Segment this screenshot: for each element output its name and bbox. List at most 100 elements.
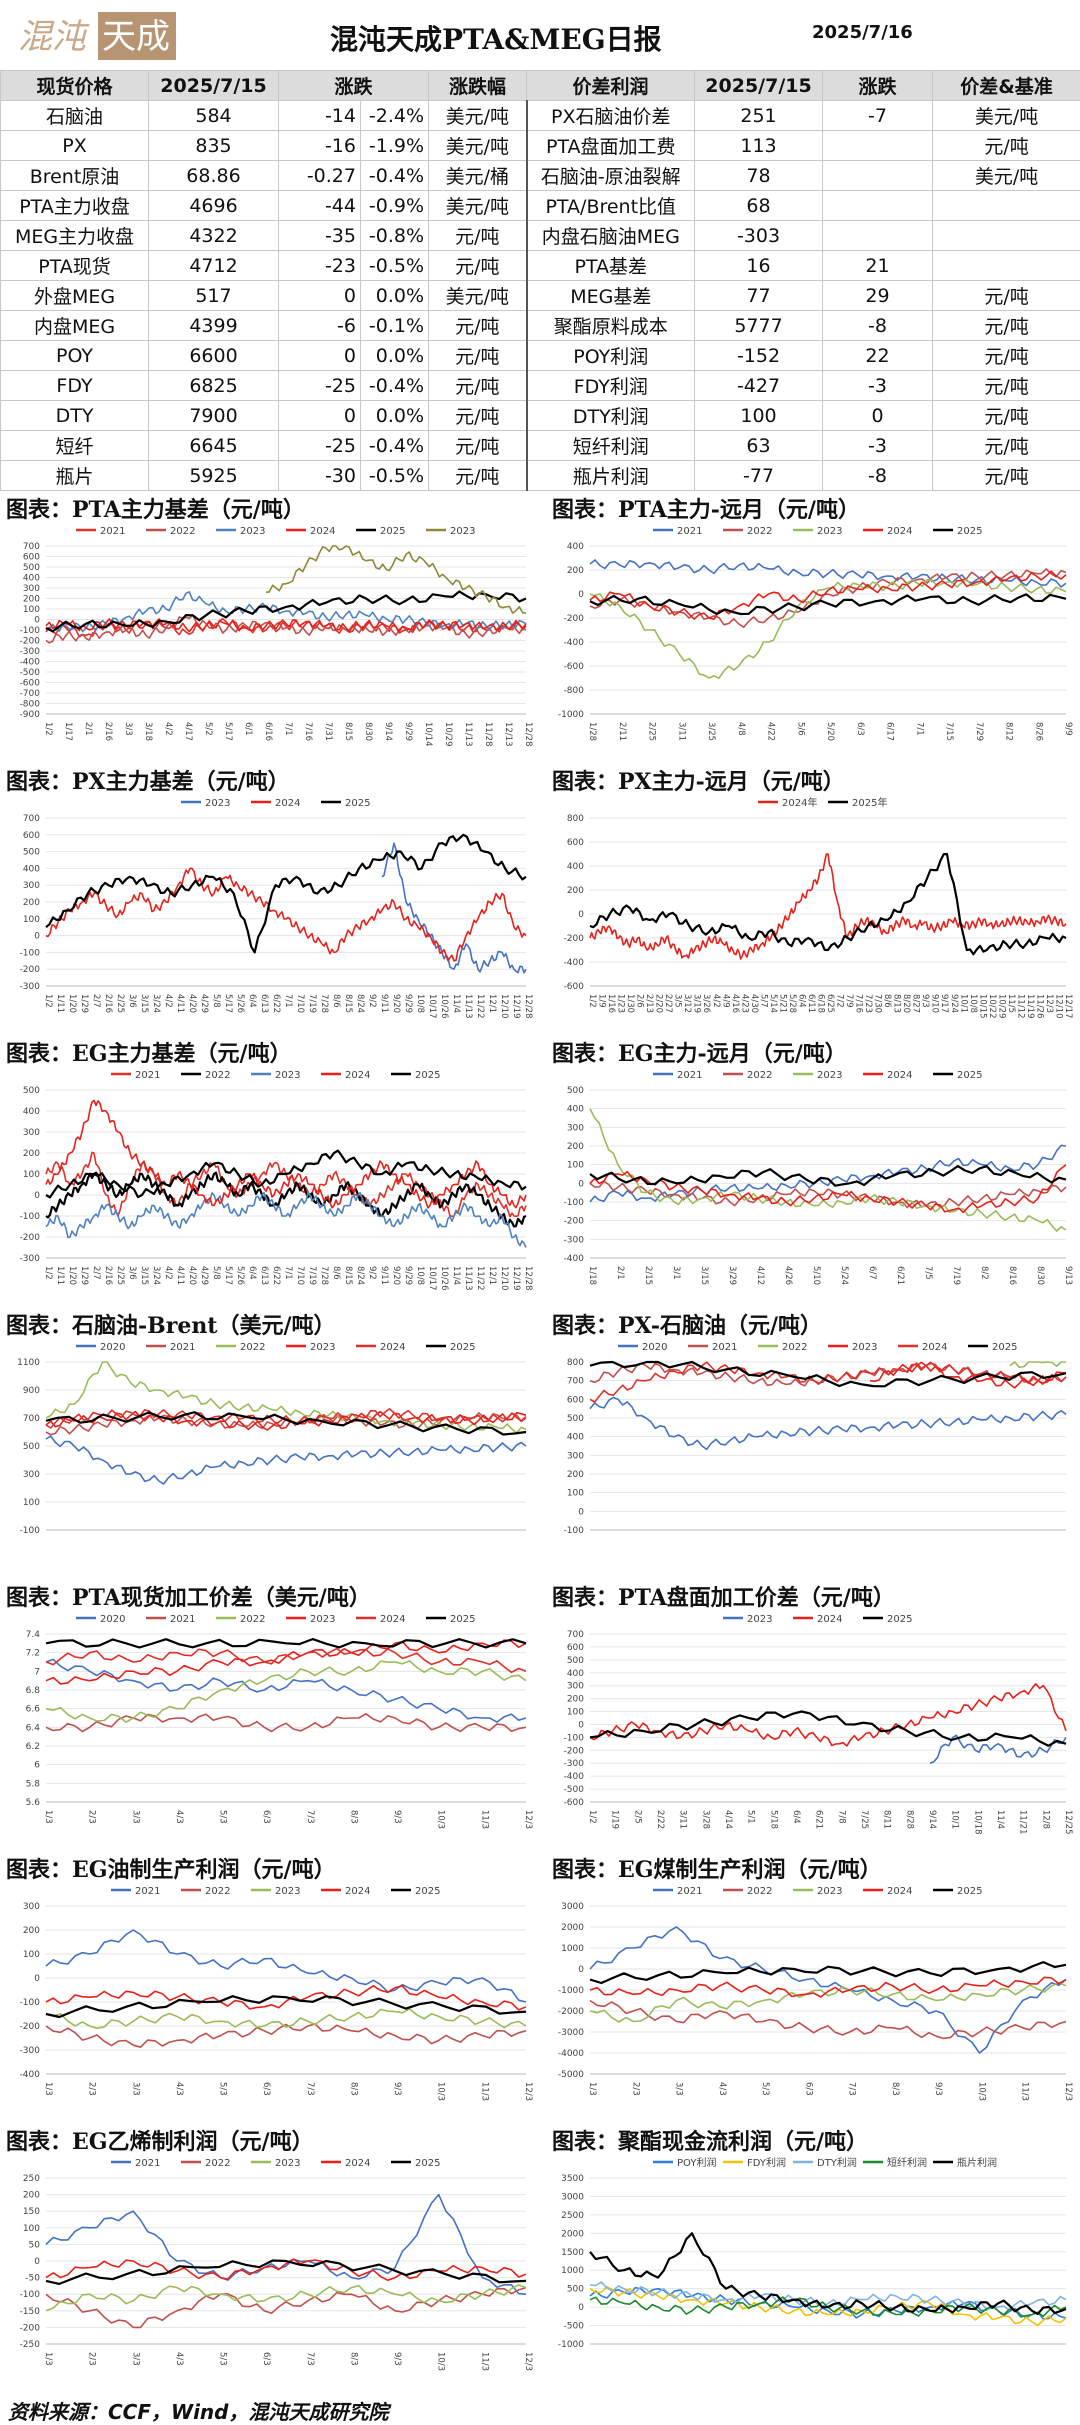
row-change-pct: -0.8% [361,221,429,251]
y-tick-label: -100 [20,948,41,958]
x-tick-label: 7/30 [873,994,883,1013]
legend-label: 2022 [782,1342,807,1353]
x-tick-label: 11/19 [1025,994,1035,1019]
series-line [46,1436,526,1484]
legend-label: 2025 [380,526,405,537]
x-tick-label: 6/11 [806,994,816,1013]
y-tick-label: 300 [567,1451,584,1461]
legend-item: 2021 [111,1070,160,1081]
spread-value: -77 [695,461,823,491]
y-tick-label: 6 [34,1761,40,1771]
y-tick-label: -1000 [558,710,584,720]
x-tick-label: 4/29 [199,1266,209,1285]
legend-label: 2023 [817,526,842,537]
y-tick-label: -1000 [558,2340,584,2350]
spread-value: 68 [695,191,823,221]
legend-label: 2021 [100,526,125,537]
legend-label: 2024 [817,1614,842,1625]
y-tick-label: 400 [23,1107,40,1117]
y-tick-label: 300 [23,1128,40,1138]
legend-item: 2020 [76,1342,125,1353]
spread-name: MEG基差 [527,281,695,311]
x-tick-label: 4/20 [187,994,197,1013]
y-tick-label: 800 [567,814,584,824]
y-tick-label: 6.8 [26,1686,41,1696]
y-tick-label: 500 [23,1442,40,1452]
legend-item: 2021 [653,1886,702,1897]
row-name: 短纤 [1,431,149,461]
x-tick-label: 9/14 [927,1810,937,1829]
row-change-pct: 0.0% [361,341,429,371]
series-line [46,1101,526,1208]
legend-label: 瓶片利润 [957,2156,997,2169]
y-tick-label: -400 [564,1772,585,1782]
x-tick-label: 7/19 [307,994,317,1013]
series-line [46,2285,526,2311]
x-tick-label: 7/9 [844,994,854,1008]
legend-label: 2023 [450,526,475,537]
x-tick-label: 1/9 [597,994,607,1008]
series-line [46,868,526,960]
spread-value: 63 [695,431,823,461]
y-tick-label: 2000 [561,1923,584,1933]
x-tick-label: 10/17 [427,1266,437,1291]
row-change: -25 [279,371,361,401]
x-tick-label: 3/15 [699,1266,709,1285]
y-tick-label: 0 [578,1720,584,1730]
row-change: -6 [279,311,361,341]
x-tick-label: 8/24 [355,1266,365,1285]
legend-label: 2025 [415,1070,440,1081]
legend-item: 2021 [111,2158,160,2169]
x-tick-label: 7/3 [305,2082,315,2096]
legend-label: 2021 [677,1886,702,1897]
x-tick-label: 3/11 [676,722,686,741]
row-name: 石脑油 [1,101,149,131]
x-tick-label: 8/30 [363,722,373,741]
row-change-pct: -1.9% [361,131,429,161]
spread-unit: 元/吨 [933,371,1080,401]
spread-name: 瓶片利润 [527,461,695,491]
y-tick-label: 5.6 [26,1798,41,1808]
legend-item: 短纤利润 [863,2156,927,2169]
series-line [382,843,526,973]
report-title: 混沌天成PTA&MEG日报 [330,18,662,58]
x-tick-label: 9/3 [392,2352,402,2366]
x-tick-label: 9/2 [367,994,377,1008]
x-tick-label: 1/3 [43,1810,53,1824]
x-tick-label: 6/1 [243,722,253,736]
x-tick-label: 8/20 [901,994,911,1013]
x-tick-label: 7/3 [305,2352,315,2366]
x-tick-label: 1/2 [43,722,53,736]
spread-value: 77 [695,281,823,311]
x-tick-label: 4/2 [163,1266,173,1280]
x-tick-label: 11/22 [475,1266,485,1291]
y-tick-label: 500 [567,1414,584,1424]
legend-label: 2022 [170,526,195,537]
y-tick-label: 700 [567,1377,584,1387]
x-tick-label: 4/12 [755,1266,765,1285]
legend-label: 2021 [677,526,702,537]
x-tick-label: 5/17 [223,722,233,741]
x-tick-label: 4/9 [720,994,730,1008]
y-tick-label: -3000 [558,2028,584,2038]
x-tick-label: 4/8 [736,722,746,736]
col-header: 价差利润 [527,71,695,101]
y-tick-label: 400 [23,864,40,874]
legend-item: 2024 [863,1886,912,1897]
x-tick-label: 10/3 [436,2352,446,2371]
legend-item: 2023 [251,2158,300,2169]
x-tick-label: 5/3 [218,2352,228,2366]
row-unit: 美元/桶 [429,161,527,191]
y-tick-label: 200 [23,2191,40,2201]
legend-item: 2025 [933,1070,982,1081]
y-tick-label: -600 [20,679,41,689]
row-change-pct: -0.4% [361,431,429,461]
x-tick-label: 2/15 [643,1266,653,1285]
y-tick-label: 3000 [561,2192,584,2202]
y-tick-label: 300 [567,1682,584,1692]
legend-label: 2023 [817,1070,842,1081]
x-tick-label: 5/17 [223,1266,233,1285]
